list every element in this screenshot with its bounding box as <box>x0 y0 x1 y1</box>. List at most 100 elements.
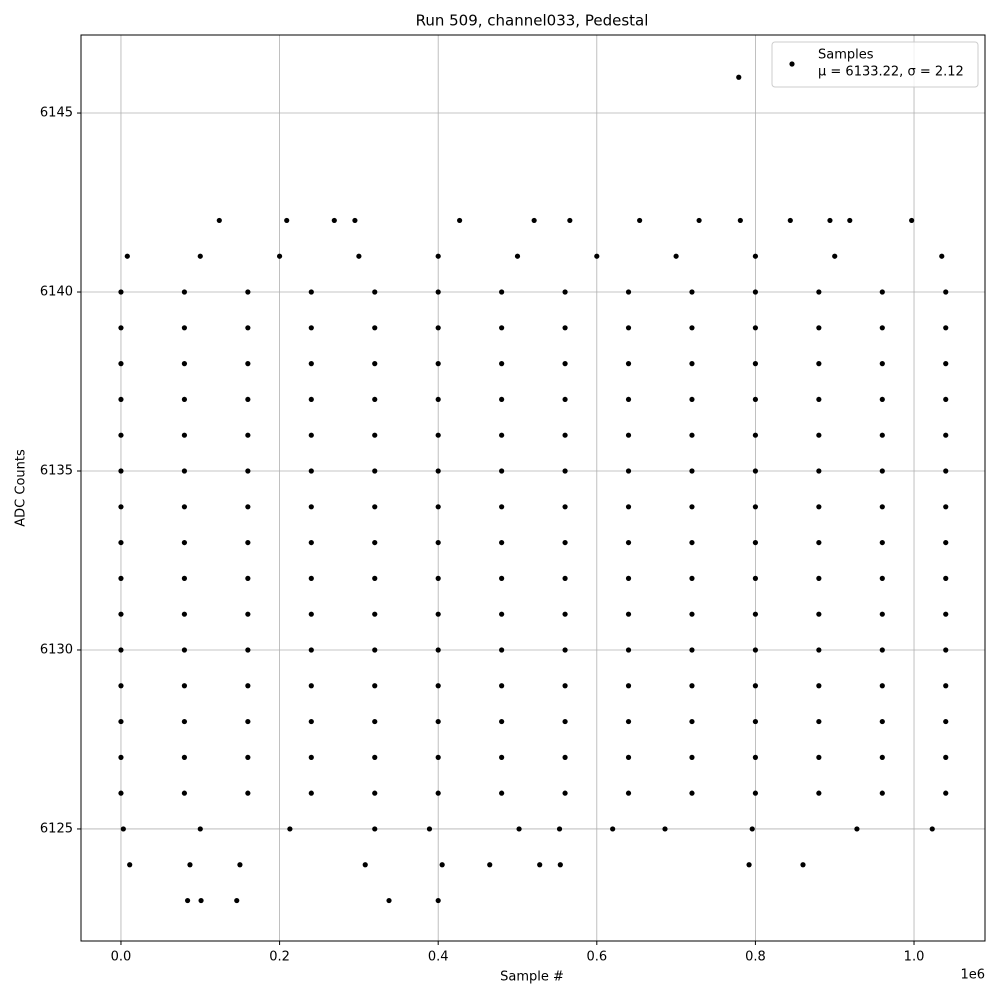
point <box>752 647 759 653</box>
point <box>118 361 124 367</box>
point <box>689 575 695 581</box>
point <box>854 826 860 832</box>
point <box>562 539 568 546</box>
point <box>879 289 885 295</box>
point <box>816 754 822 760</box>
point <box>372 683 378 689</box>
point <box>245 647 251 653</box>
point <box>181 647 188 653</box>
point <box>499 683 505 689</box>
point <box>662 826 668 832</box>
point <box>879 754 885 760</box>
point <box>879 325 885 331</box>
point <box>689 504 695 510</box>
point <box>308 790 314 796</box>
point <box>562 361 568 367</box>
point <box>435 683 441 689</box>
point <box>435 289 441 295</box>
point <box>610 826 616 832</box>
point <box>787 217 793 224</box>
point <box>689 396 695 403</box>
point <box>181 325 188 331</box>
point <box>816 396 822 403</box>
point <box>689 468 695 474</box>
point <box>943 575 949 581</box>
y-tick-label: 6125 <box>40 821 73 836</box>
point <box>562 325 568 331</box>
point <box>127 862 133 868</box>
x-tick-label: 0.2 <box>269 950 290 965</box>
point <box>689 754 695 760</box>
point <box>562 289 568 295</box>
point <box>594 253 600 259</box>
point <box>696 217 702 224</box>
point <box>879 361 885 367</box>
point <box>118 396 124 403</box>
point <box>816 790 822 796</box>
point <box>514 253 521 259</box>
point <box>752 504 759 510</box>
point <box>557 862 563 868</box>
point <box>752 718 759 725</box>
point <box>943 718 949 725</box>
point <box>625 396 632 403</box>
point <box>562 754 568 760</box>
point <box>499 790 505 796</box>
point <box>372 325 378 331</box>
x-axis-label: Sample # <box>500 970 564 985</box>
point <box>689 718 695 725</box>
point <box>181 754 188 760</box>
point <box>372 790 378 796</box>
point <box>184 897 191 904</box>
point <box>816 611 822 617</box>
point <box>689 539 695 546</box>
point <box>435 754 441 760</box>
point <box>181 611 188 617</box>
point <box>625 468 632 474</box>
point <box>308 683 314 689</box>
point <box>625 647 632 653</box>
point <box>929 826 935 832</box>
point <box>832 253 838 259</box>
point <box>943 432 949 438</box>
point <box>499 647 505 653</box>
point <box>372 361 378 367</box>
point <box>736 74 742 80</box>
point <box>308 396 314 403</box>
point <box>625 504 632 510</box>
point <box>245 754 251 760</box>
x-offset-label: 1e6 <box>960 968 985 983</box>
point <box>625 718 632 725</box>
point <box>245 289 251 295</box>
point <box>499 575 505 581</box>
point <box>816 575 822 581</box>
point <box>499 504 505 510</box>
point <box>499 468 505 474</box>
legend-marker <box>789 61 795 67</box>
point <box>943 683 949 689</box>
point <box>435 718 441 725</box>
point <box>847 217 853 224</box>
chart-title: Run 509, channel033, Pedestal <box>416 12 649 30</box>
point <box>816 683 822 689</box>
legend: Samples μ = 6133.22, σ = 2.12 <box>771 41 979 88</box>
point <box>689 683 695 689</box>
point <box>181 396 188 403</box>
point <box>816 289 822 295</box>
point <box>435 897 441 904</box>
y-axis-label: ADC Counts <box>14 449 29 527</box>
point <box>562 647 568 653</box>
point <box>118 539 124 546</box>
point <box>245 432 251 438</box>
point <box>181 432 188 438</box>
point <box>879 790 885 796</box>
point <box>816 504 822 510</box>
point <box>308 575 314 581</box>
point <box>516 826 522 832</box>
point <box>562 432 568 438</box>
point <box>308 647 314 653</box>
point <box>356 253 362 259</box>
point <box>752 396 759 403</box>
point <box>245 361 251 367</box>
